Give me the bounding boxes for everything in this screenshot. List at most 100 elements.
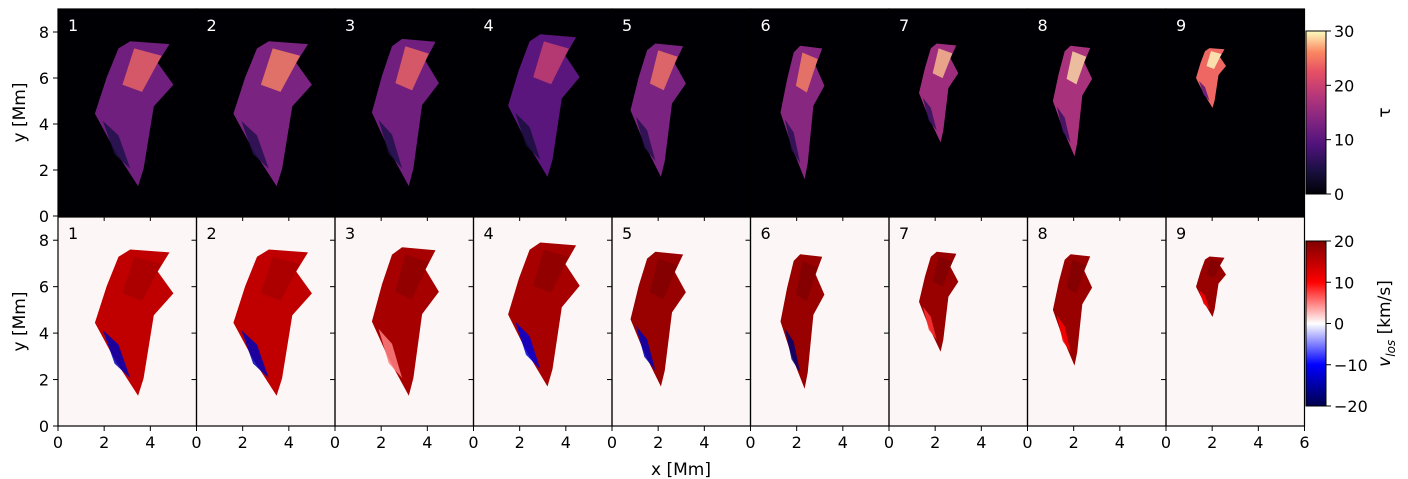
x-tick-label: 2	[653, 433, 663, 452]
data-region	[371, 38, 439, 187]
panel-6: 6	[750, 217, 889, 426]
x-tick-label: 0	[884, 433, 894, 452]
colorbar-tick-label: 0	[1334, 185, 1344, 204]
panel-grid: 1 2 3 4 5 6 7 8 9 1 2 3 4 5 6 7 8 9	[58, 9, 1305, 426]
data-highlight	[533, 249, 569, 293]
data-highlight	[1206, 259, 1222, 278]
panel-label: 6	[761, 16, 771, 35]
data-highlight	[533, 41, 569, 85]
data-lowflow	[636, 116, 656, 161]
x-tick-label: 0	[607, 433, 617, 452]
colorbar-tick-label: 30	[1334, 22, 1354, 41]
x-tick-label: 4	[1115, 433, 1125, 452]
data-highlight	[795, 260, 818, 302]
panel-2: 2	[196, 217, 335, 426]
panel-2: 2	[196, 9, 335, 216]
colorbar-tick-label: 0	[1334, 315, 1344, 334]
colorbar-tick-label: −20	[1334, 397, 1368, 416]
x-tick-label: 4	[976, 433, 986, 452]
data-lowflow	[241, 120, 269, 169]
y-tick-label: 0	[39, 207, 49, 226]
data-highlight	[795, 52, 818, 93]
panel-background	[750, 217, 889, 426]
data-highlight	[932, 256, 953, 287]
colorbar-tick-label: 20	[1334, 232, 1354, 251]
x-tick-label: 4	[699, 433, 709, 452]
panel-9: 9	[1166, 217, 1305, 426]
x-axis-label: x [Mm]	[651, 460, 711, 479]
data-highlight	[932, 48, 953, 79]
x-tick-label: 0	[1161, 433, 1171, 452]
panel-background	[1027, 217, 1166, 426]
panel-background	[1166, 217, 1305, 426]
data-lowflow	[636, 325, 656, 371]
panel-label: 7	[899, 16, 909, 35]
x-tick-label: 4	[145, 433, 155, 452]
x-tick-label: 2	[99, 433, 109, 452]
x-tick-label: 0	[53, 433, 63, 452]
panel-label: 1	[68, 16, 78, 35]
panel-background	[889, 9, 1028, 216]
y-tick-label: 2	[39, 161, 49, 180]
x-tick-label: 0	[745, 433, 755, 452]
x-tick-label: 2	[1069, 433, 1079, 452]
y-tick-label: 8	[39, 23, 49, 42]
data-lowflow	[1199, 81, 1210, 101]
data-lowflow	[102, 120, 131, 169]
data-lowflow	[1056, 106, 1071, 143]
panel-label: 2	[207, 224, 217, 243]
data-lowflow	[515, 112, 541, 160]
data-highlight	[122, 48, 162, 92]
data-region	[233, 41, 312, 187]
panel-8: 8	[1027, 217, 1166, 426]
panel-3: 3	[335, 9, 474, 216]
y-axis-label: y [Mm]	[10, 83, 30, 143]
data-highlight	[260, 256, 301, 301]
panel-label: 8	[1038, 16, 1048, 35]
data-region	[371, 247, 439, 396]
data-lowflow	[784, 119, 801, 164]
colorbar-tick-label: 10	[1334, 273, 1354, 292]
x-tick-label: 2	[792, 433, 802, 452]
panel-label: 9	[1176, 224, 1186, 243]
row-vlos: 1 2 3 4 5 6 7 8 9	[58, 217, 1305, 426]
panel-label: 2	[207, 16, 217, 35]
panel-label: 5	[622, 16, 632, 35]
panel-1: 1	[58, 9, 197, 216]
data-region	[94, 249, 174, 396]
axes-layer: 0 2 4 6 8 y [Mm] 0 2 4 0 2 4 6 8 0 2 4 0 2 4 0 2 4 0 2 4 0 2 4 0 2 4 0 2 4…	[10, 8, 1310, 452]
x-tick-label: 4	[422, 433, 432, 452]
y-tick-label: 6	[39, 69, 49, 88]
data-highlight	[395, 46, 429, 91]
data-region	[780, 45, 825, 180]
x-tick-label: 0	[330, 433, 340, 452]
y-tick-label: 6	[39, 278, 49, 297]
data-highlight	[649, 50, 678, 91]
data-lowflow	[378, 119, 403, 169]
panel-label: 5	[622, 224, 632, 243]
x-tick-label: 2	[515, 433, 525, 452]
x-tick-label: 4	[284, 433, 294, 452]
panel-frame	[1165, 216, 1306, 427]
data-lowflow	[241, 330, 269, 379]
panel-background	[1166, 9, 1305, 216]
panel-6: 6	[750, 9, 889, 216]
colorbar-tau	[1305, 30, 1327, 195]
y-tick-label: 4	[39, 324, 49, 343]
y-axis-label: y [Mm]	[10, 292, 30, 352]
colorbar-tick-label: −10	[1334, 356, 1368, 375]
panel-label: 8	[1038, 224, 1048, 243]
data-highlight	[260, 48, 301, 92]
x-tick-label: 4	[1253, 433, 1263, 452]
panel-label: 6	[761, 224, 771, 243]
panel-label: 3	[345, 16, 355, 35]
y-tick-label: 4	[39, 115, 49, 134]
panel-8: 8	[1027, 9, 1166, 216]
data-highlight	[1066, 51, 1087, 85]
data-highlight	[649, 258, 678, 299]
panel-5: 5	[612, 9, 751, 216]
panel-3: 3	[335, 217, 474, 426]
x-tick-label: 4	[561, 433, 571, 452]
colorbar-label-symbol: v	[1375, 356, 1395, 367]
data-highlight	[122, 256, 162, 301]
